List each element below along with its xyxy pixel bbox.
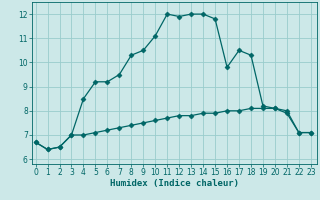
X-axis label: Humidex (Indice chaleur): Humidex (Indice chaleur)	[110, 179, 239, 188]
